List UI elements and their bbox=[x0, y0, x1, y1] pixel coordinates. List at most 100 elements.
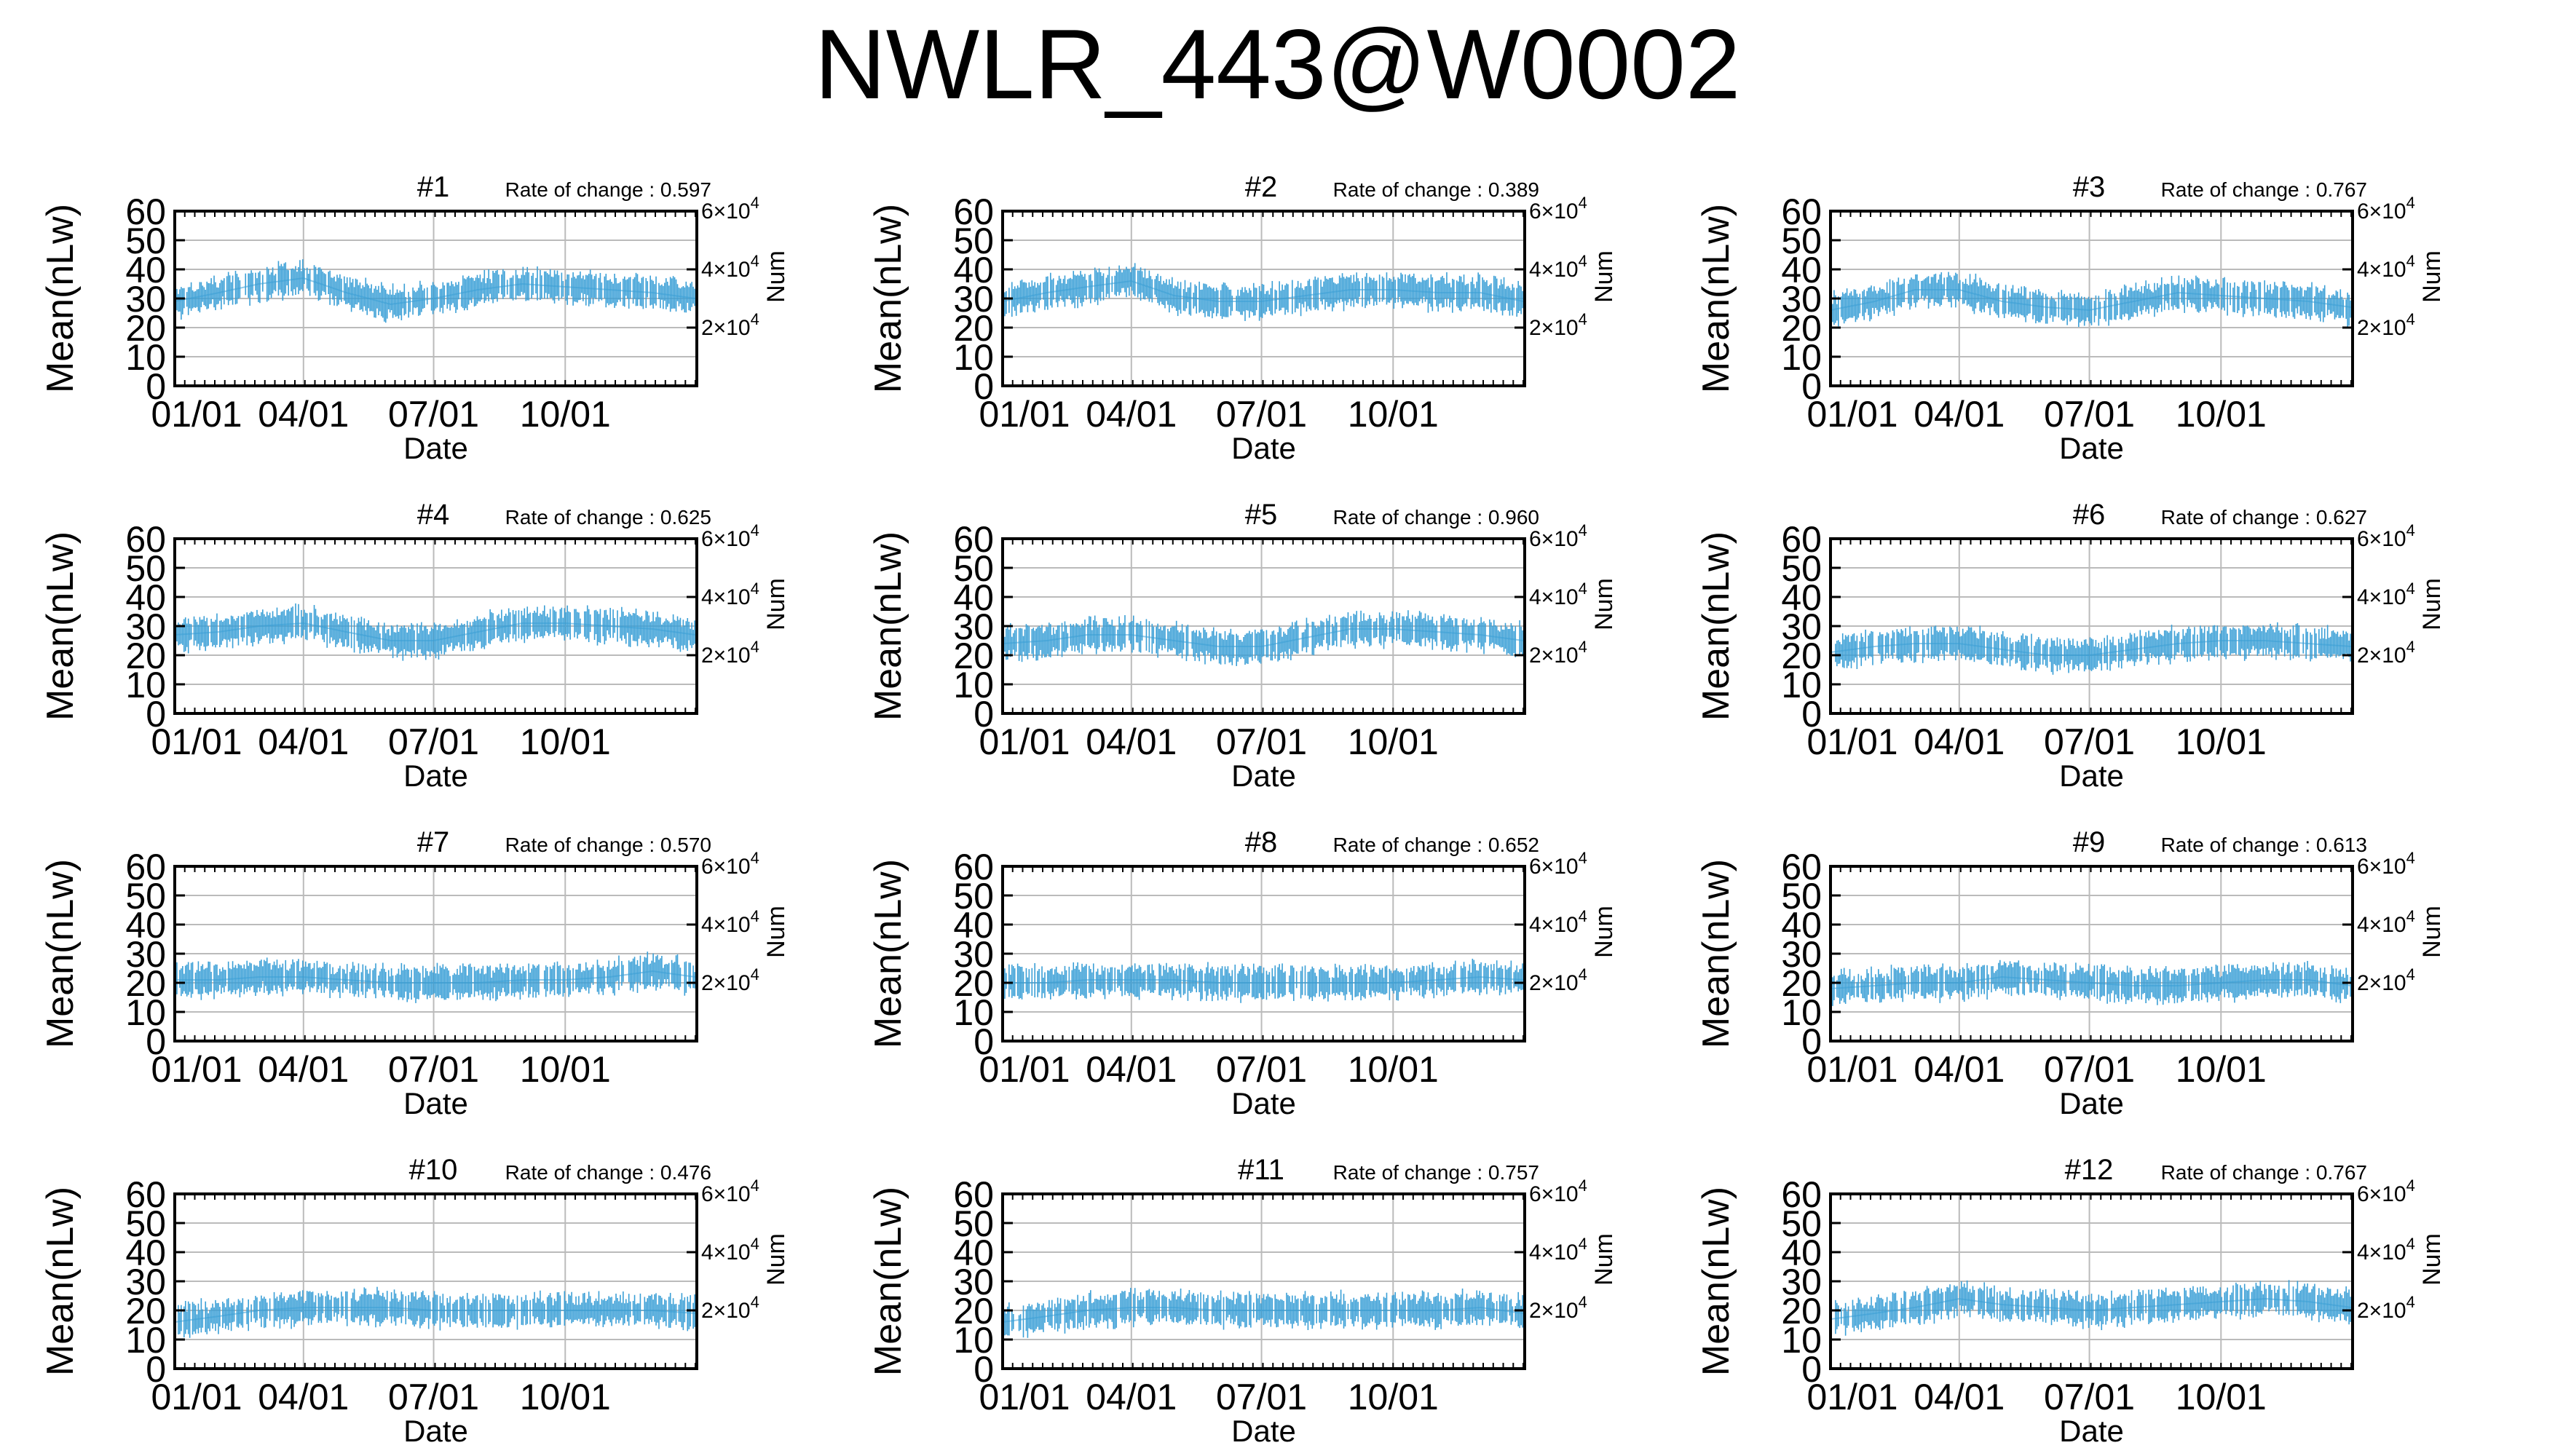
y2-axis-title: Num bbox=[762, 578, 790, 630]
y-tick-label: 20 bbox=[1781, 963, 1822, 1004]
series-line bbox=[1002, 1306, 1524, 1323]
x-axis-title: Date bbox=[1231, 759, 1296, 793]
x-tick-label: 07/01 bbox=[388, 1377, 479, 1417]
x-tick-label: 01/01 bbox=[979, 1049, 1070, 1090]
y-tick-label: 0 bbox=[1801, 1021, 1822, 1062]
x-tick-label: 04/01 bbox=[1914, 394, 2005, 435]
y2-axis-title: Num bbox=[2418, 906, 2446, 958]
y-tick-label: 50 bbox=[953, 876, 994, 917]
y-tick-label: 10 bbox=[1781, 337, 1822, 378]
y-tick-label: 60 bbox=[953, 191, 994, 232]
y-tick-label: 60 bbox=[125, 191, 166, 232]
y-tick-label: 50 bbox=[125, 548, 166, 589]
y2-tick-label: 2×104 bbox=[701, 1293, 759, 1323]
y2-tick-label: 4×104 bbox=[1529, 907, 1587, 937]
y-tick-label: 0 bbox=[146, 694, 166, 735]
y-tick-label: 40 bbox=[953, 577, 994, 618]
x-tick-label: 10/01 bbox=[2176, 721, 2267, 762]
y-tick-label: 50 bbox=[1781, 548, 1822, 589]
x-tick-label: 04/01 bbox=[258, 721, 349, 762]
panel-title: #10 bbox=[409, 1154, 458, 1186]
y-tick-label: 10 bbox=[1781, 665, 1822, 705]
y-axis-title: Mean(nLw) bbox=[39, 1187, 82, 1376]
x-axis-title: Date bbox=[2059, 1086, 2124, 1120]
y-tick-label: 0 bbox=[146, 366, 166, 407]
x-tick-label: 07/01 bbox=[1216, 394, 1307, 435]
y2-tick-label: 6×104 bbox=[701, 1176, 759, 1206]
x-axis-title: Date bbox=[403, 1086, 468, 1120]
y2-axis-title: Num bbox=[762, 906, 790, 958]
y2-tick-label: 2×104 bbox=[1529, 638, 1587, 668]
x-tick-label: 10/01 bbox=[520, 1377, 611, 1417]
x-tick-label: 01/01 bbox=[979, 394, 1070, 435]
y-tick-label: 20 bbox=[125, 636, 166, 676]
series-line bbox=[174, 277, 696, 306]
panel-title: #7 bbox=[417, 826, 450, 858]
y2-tick-label: 6×104 bbox=[701, 194, 759, 223]
y2-tick-label: 6×104 bbox=[701, 849, 759, 879]
y-tick-label: 30 bbox=[125, 279, 166, 320]
y-axis-title: Mean(nLw) bbox=[39, 859, 82, 1048]
y2-tick-label: 6×104 bbox=[1529, 194, 1587, 223]
rate-of-change: Rate of change : 0.652 bbox=[1333, 834, 1539, 856]
y-tick-label: 20 bbox=[1781, 308, 1822, 349]
y-tick-label: 40 bbox=[125, 1233, 166, 1273]
y-tick-label: 20 bbox=[125, 1291, 166, 1332]
panel-title: #3 bbox=[2073, 171, 2106, 203]
rate-of-change: Rate of change : 0.767 bbox=[2161, 178, 2367, 201]
x-tick-label: 04/01 bbox=[1914, 721, 2005, 762]
x-tick-label: 07/01 bbox=[388, 721, 479, 762]
x-tick-label: 07/01 bbox=[388, 1049, 479, 1090]
y-tick-label: 20 bbox=[1781, 636, 1822, 676]
y-tick-label: 30 bbox=[1781, 279, 1822, 320]
x-tick-label: 01/01 bbox=[151, 394, 242, 435]
y-tick-label: 40 bbox=[1781, 905, 1822, 946]
y2-tick-label: 4×104 bbox=[1529, 579, 1587, 609]
x-axis-title: Date bbox=[1231, 1086, 1296, 1120]
y-tick-label: 10 bbox=[953, 992, 994, 1033]
y2-tick-label: 6×104 bbox=[2357, 849, 2415, 879]
rate-of-change: Rate of change : 0.960 bbox=[1333, 506, 1539, 529]
x-tick-label: 10/01 bbox=[2176, 394, 2267, 435]
rate-of-change: Rate of change : 0.389 bbox=[1333, 178, 1539, 201]
x-tick-label: 10/01 bbox=[1348, 1049, 1439, 1090]
x-tick-label: 01/01 bbox=[1806, 394, 1898, 435]
x-tick-label: 01/01 bbox=[151, 721, 242, 762]
y2-tick-label: 2×104 bbox=[2357, 310, 2415, 340]
series-line bbox=[1830, 976, 2352, 989]
y-tick-label: 40 bbox=[953, 250, 994, 290]
x-tick-label: 01/01 bbox=[1806, 721, 1898, 762]
x-axis-title: Date bbox=[1231, 431, 1296, 465]
x-tick-label: 04/01 bbox=[258, 394, 349, 435]
x-tick-label: 10/01 bbox=[1348, 721, 1439, 762]
y2-tick-label: 6×104 bbox=[1529, 521, 1587, 551]
y-tick-label: 0 bbox=[146, 1349, 166, 1390]
series-line bbox=[1002, 280, 1524, 302]
y-tick-label: 10 bbox=[125, 665, 166, 705]
y2-tick-label: 4×104 bbox=[701, 1235, 759, 1265]
y-tick-label: 60 bbox=[125, 1174, 166, 1215]
x-axis-title: Date bbox=[403, 1414, 468, 1448]
y-tick-label: 20 bbox=[125, 963, 166, 1004]
y2-tick-label: 2×104 bbox=[701, 638, 759, 668]
y-tick-label: 10 bbox=[1781, 992, 1822, 1033]
panel-title: #6 bbox=[2073, 499, 2106, 531]
x-tick-label: 07/01 bbox=[2044, 721, 2135, 762]
y2-axis-title: Num bbox=[2418, 578, 2446, 630]
y-tick-label: 30 bbox=[125, 934, 166, 975]
series-line bbox=[1003, 976, 1524, 984]
y-tick-label: 10 bbox=[125, 992, 166, 1033]
y-tick-label: 50 bbox=[125, 1203, 166, 1244]
x-axis-title: Date bbox=[2059, 431, 2124, 465]
x-axis-title: Date bbox=[2059, 759, 2124, 793]
rate-of-change: Rate of change : 0.476 bbox=[505, 1161, 711, 1184]
y-tick-label: 60 bbox=[1781, 191, 1822, 232]
y-tick-label: 30 bbox=[953, 606, 994, 647]
x-tick-label: 04/01 bbox=[258, 1377, 349, 1417]
series-marks bbox=[1003, 1288, 1525, 1338]
